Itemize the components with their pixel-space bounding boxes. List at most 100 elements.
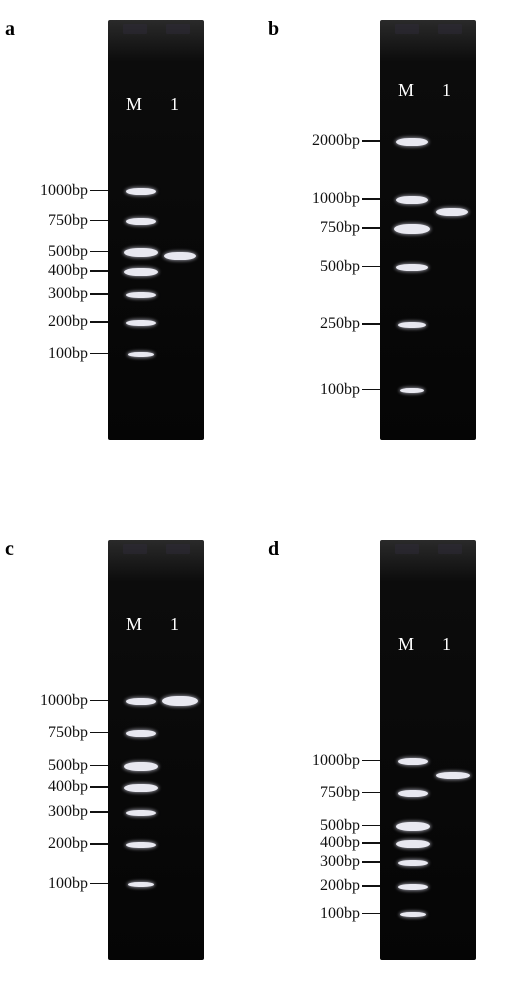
ladder-label-row: 500bp xyxy=(320,258,380,276)
ladder-label: 1000bp xyxy=(40,182,88,200)
ladder-tick xyxy=(90,353,108,355)
ladder-label: 500bp xyxy=(48,243,88,261)
ladder-tick xyxy=(90,786,108,788)
ladder-tick xyxy=(362,760,380,762)
ladder-label: 100bp xyxy=(320,905,360,923)
gel-a: 1000bp750bp500bp400bp300bp200bp100bp M1 xyxy=(108,20,204,440)
ladder-band xyxy=(396,264,428,271)
ladder-label-row: 300bp xyxy=(48,285,108,303)
ladder-band xyxy=(126,698,156,705)
ladder-band xyxy=(126,218,156,225)
ladder-label: 750bp xyxy=(320,219,360,237)
ladder-label: 2000bp xyxy=(312,132,360,150)
ladder-tick xyxy=(362,198,380,200)
ladder-label-row: 250bp xyxy=(320,315,380,333)
ladder-tick xyxy=(362,140,380,142)
panel-label-c: c xyxy=(5,538,14,561)
ladder-tick xyxy=(90,700,108,702)
ladder-labels-a: 1000bp750bp500bp400bp300bp200bp100bp xyxy=(28,20,108,440)
ladder-tick xyxy=(362,913,380,915)
ladder-label-row: 100bp xyxy=(320,905,380,923)
ladder-band xyxy=(398,322,426,328)
ladder-label-row: 100bp xyxy=(48,875,108,893)
ladder-label: 200bp xyxy=(48,835,88,853)
ladder-band xyxy=(400,912,426,917)
ladder-label-row: 300bp xyxy=(48,803,108,821)
lane-header: M xyxy=(398,634,414,655)
ladder-label-row: 500bp xyxy=(320,817,380,835)
ladder-label: 200bp xyxy=(320,877,360,895)
ladder-tick xyxy=(362,227,380,229)
gel-image-a: M1 xyxy=(108,20,204,440)
ladder-band xyxy=(396,822,430,831)
lane-header: M xyxy=(126,94,142,115)
ladder-band xyxy=(126,292,156,298)
ladder-label: 1000bp xyxy=(40,692,88,710)
ladder-tick xyxy=(90,321,108,323)
ladder-tick xyxy=(90,220,108,222)
ladder-label-row: 750bp xyxy=(320,784,380,802)
ladder-tick xyxy=(362,842,380,844)
gel-image-d: M1 xyxy=(380,540,476,960)
ladder-band xyxy=(124,784,158,792)
ladder-tick xyxy=(90,811,108,813)
ladder-label: 300bp xyxy=(48,285,88,303)
ladder-labels-c: 1000bp750bp500bp400bp300bp200bp100bp xyxy=(28,540,108,960)
ladder-tick xyxy=(362,861,380,863)
ladder-label-row: 750bp xyxy=(320,219,380,237)
lane-header: 1 xyxy=(442,80,451,101)
ladder-band xyxy=(126,188,156,195)
ladder-label: 300bp xyxy=(48,803,88,821)
ladder-tick xyxy=(90,765,108,767)
ladder-label-row: 200bp xyxy=(320,877,380,895)
ladder-label-row: 400bp xyxy=(48,262,108,280)
ladder-label: 1000bp xyxy=(312,190,360,208)
ladder-band xyxy=(398,860,428,866)
ladder-band xyxy=(126,810,156,816)
ladder-label-row: 1000bp xyxy=(312,752,380,770)
sample-band xyxy=(164,252,196,260)
ladder-label: 300bp xyxy=(320,853,360,871)
ladder-tick xyxy=(362,885,380,887)
panel-label-a: a xyxy=(5,18,15,41)
ladder-labels-b: 2000bp 1000bp 750bp 500bp 250bp 100bp xyxy=(300,20,380,440)
ladder-label-row: 300bp xyxy=(320,853,380,871)
ladder-label: 500bp xyxy=(320,817,360,835)
ladder-band xyxy=(396,196,428,204)
sample-band xyxy=(436,772,470,779)
ladder-label-row: 750bp xyxy=(48,724,108,742)
gel-b: 2000bp1000bp750bp500bp250bp100bp M1 xyxy=(380,20,476,440)
ladder-band xyxy=(398,758,428,765)
ladder-tick xyxy=(362,323,380,325)
ladder-tick xyxy=(90,732,108,734)
ladder-label: 100bp xyxy=(320,381,360,399)
ladder-label: 400bp xyxy=(48,262,88,280)
ladder-band xyxy=(398,884,428,890)
ladder-label-row: 200bp xyxy=(48,835,108,853)
lane-header: M xyxy=(398,80,414,101)
ladder-label: 100bp xyxy=(48,875,88,893)
ladder-tick xyxy=(362,266,380,268)
ladder-label-row: 2000bp xyxy=(312,132,380,150)
panel-label-b: b xyxy=(268,18,279,41)
ladder-tick xyxy=(90,251,108,253)
ladder-band xyxy=(394,224,430,234)
ladder-tick xyxy=(362,389,380,391)
lane-header: 1 xyxy=(170,614,179,635)
gel-image-c: M1 xyxy=(108,540,204,960)
ladder-label-row: 400bp xyxy=(48,778,108,796)
ladder-labels-d: 1000bp750bp500bp400bp300bp200bp100bp xyxy=(300,540,380,960)
ladder-label-row: 200bp xyxy=(48,313,108,331)
gel-d: 1000bp750bp500bp400bp300bp200bp100bp M1 xyxy=(380,540,476,960)
ladder-band xyxy=(128,352,154,357)
ladder-band xyxy=(398,790,428,797)
ladder-label-row: 1000bp xyxy=(40,182,108,200)
gel-c: 1000bp750bp500bp400bp300bp200bp100bp M1 xyxy=(108,540,204,960)
ladder-band xyxy=(124,762,158,771)
sample-band xyxy=(436,208,468,216)
gel-wells xyxy=(380,24,476,36)
gel-wells xyxy=(380,544,476,556)
ladder-band xyxy=(124,268,158,276)
ladder-tick xyxy=(90,883,108,885)
ladder-tick xyxy=(90,843,108,845)
